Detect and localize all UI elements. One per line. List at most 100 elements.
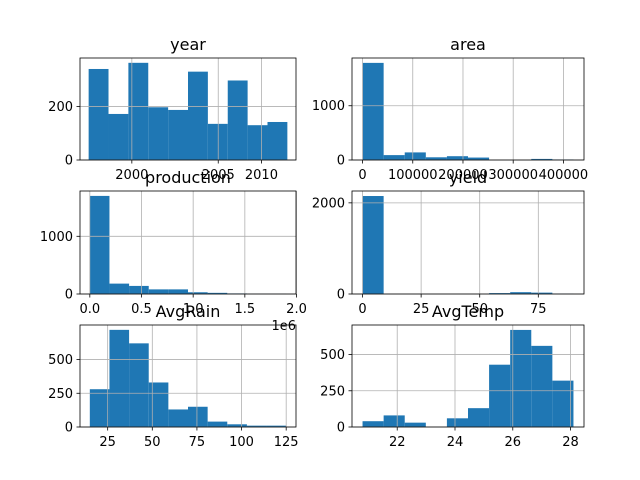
x-offset-label: 1e6 (271, 319, 296, 334)
x-tick-label: 100 (229, 435, 254, 450)
x-tick-label: 26 (505, 435, 522, 450)
x-tick-label: 0 (358, 168, 366, 183)
axes-frame (79, 57, 297, 161)
x-tick-label: 75 (189, 435, 206, 450)
histogram-bar (510, 329, 532, 427)
x-tick-label: 25 (99, 435, 116, 450)
histogram-bar (89, 389, 110, 427)
histogram-bar (148, 289, 169, 294)
y-tick-label: 0 (337, 288, 345, 303)
subplot-year: 2000 2005 2010 0 200 year (48, 35, 297, 183)
histogram-bar (383, 155, 405, 160)
subplot-title: yield (449, 168, 487, 187)
subplot-yield: 0 25 50 75 0 2000 yield (312, 168, 585, 317)
histogram-bar (362, 196, 384, 294)
x-tick-label: 25 (413, 302, 430, 317)
y-tick-label: 2000 (312, 196, 345, 211)
x-tick-label: 0 (358, 302, 366, 317)
subplot-title: AvgRain (156, 302, 221, 321)
histogram-bar (168, 109, 188, 160)
subplot-production: 0.0 0.5 1.0 1.5 2.0 0 1000 production 1e6 (40, 168, 307, 334)
histogram-bar (227, 424, 247, 427)
histogram-bar (510, 292, 532, 294)
histogram-bar (128, 62, 149, 161)
histogram-bar (552, 380, 574, 427)
x-tick-label: 75 (530, 302, 547, 317)
x-tick-label: 50 (471, 302, 488, 317)
x-tick-label: 0.5 (131, 302, 152, 317)
histogram-bar (168, 409, 188, 427)
histogram-bar (188, 292, 208, 294)
histogram-bar (188, 406, 208, 427)
histogram-bar (468, 408, 490, 427)
y-tick-label: 250 (320, 384, 345, 399)
x-tick-label: 1.0 (183, 302, 204, 317)
y-tick-label: 500 (320, 348, 345, 363)
histogram-bar (168, 289, 188, 294)
histogram-bar (531, 292, 553, 294)
histogram-bar (207, 123, 228, 160)
subplot-avgrain: 25 50 75 100 125 0 250 500 AvgRain (48, 302, 298, 450)
y-tick-label: 200 (48, 100, 73, 115)
subplot-title: AvgTemp (432, 302, 504, 321)
y-tick-label: 0 (65, 421, 73, 436)
y-tick-label: 500 (48, 353, 73, 368)
histogram-bar (129, 285, 149, 294)
x-tick-label: 100000 (388, 168, 438, 183)
x-tick-label: 125 (274, 435, 299, 450)
histogram-bar (266, 425, 287, 427)
y-tick-label: 0 (337, 421, 345, 436)
histogram-bar (89, 195, 110, 294)
y-tick-label: 0 (337, 154, 345, 169)
histogram-bar (129, 343, 149, 427)
x-tick-label: 300000 (488, 168, 538, 183)
histogram-bar (148, 107, 169, 160)
y-tick-label: 250 (48, 387, 73, 402)
histogram-bar (489, 293, 511, 294)
x-tick-label: 200000 (438, 168, 488, 183)
histogram-bar (489, 364, 511, 427)
x-tick-label: 2.0 (286, 302, 307, 317)
histogram-bar (404, 152, 426, 160)
x-tick-label: 0.0 (79, 302, 100, 317)
subplot-area: 0 100000 200000 300000 400000 0 1000 area (312, 35, 588, 183)
x-tick-label: 50 (144, 435, 161, 450)
y-tick-label: 1000 (40, 230, 73, 245)
histogram-bar (109, 283, 130, 294)
y-tick-label: 0 (65, 288, 73, 303)
histogram-bar (425, 157, 447, 160)
histogram-bar (531, 345, 553, 427)
histogram-bar (188, 71, 208, 160)
histogram-bar (227, 80, 248, 160)
x-tick-label: 24 (447, 435, 464, 450)
y-tick-label: 0 (65, 154, 73, 169)
y-tick-label: 1000 (312, 99, 345, 114)
x-tick-label: 28 (562, 435, 579, 450)
histogram-bar (148, 382, 169, 427)
histogram-bar (362, 62, 384, 160)
histogram-bar (207, 421, 228, 427)
histogram-bar (383, 415, 405, 427)
subplot-title: production (145, 168, 231, 187)
histogram-bar (404, 422, 426, 427)
histogram-bar (108, 113, 129, 160)
histogram-bar (531, 158, 553, 160)
histogram-bar (267, 121, 288, 160)
histogram-bar (247, 125, 268, 160)
x-tick-label: 1.5 (234, 302, 255, 317)
x-tick-label: 22 (389, 435, 406, 450)
x-tick-label: 2010 (245, 168, 278, 183)
histogram-bar (207, 292, 228, 294)
axes-frame (79, 190, 297, 295)
x-tick-label: 2005 (202, 168, 235, 183)
axes-frame (351, 57, 585, 161)
histogram-bar (446, 418, 468, 427)
x-tick-label: 400000 (539, 168, 589, 183)
subplot-title: area (450, 35, 486, 54)
histogram-bar (446, 156, 468, 160)
axes-frame (351, 190, 585, 295)
histogram-bar (468, 157, 490, 160)
histogram-bar (88, 68, 109, 160)
